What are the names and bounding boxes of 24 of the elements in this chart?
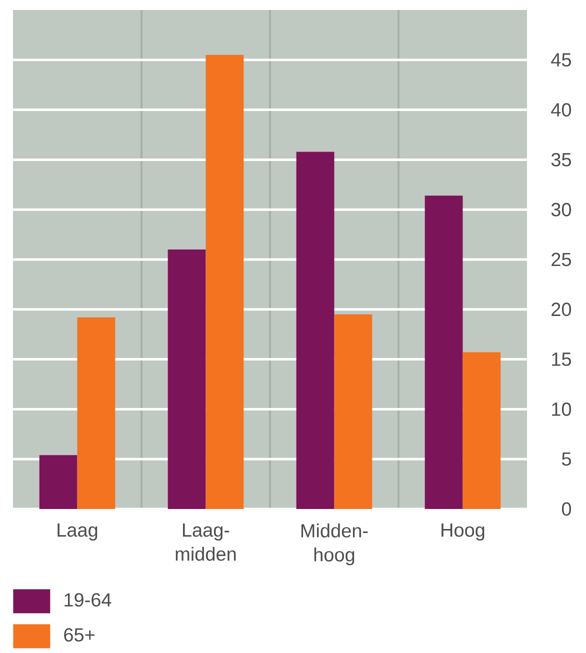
y-tick-label: 30 <box>551 202 572 216</box>
bar <box>206 54 244 509</box>
bar <box>462 352 501 509</box>
bar <box>334 314 372 509</box>
y-tick-label: 0 <box>562 502 572 516</box>
y-tick-label: 25 <box>552 252 571 266</box>
bar <box>77 317 116 509</box>
bar <box>168 250 206 509</box>
legend-label: 19-64 <box>64 593 112 607</box>
x-tick-label: Midden-hoog <box>301 524 368 566</box>
x-tick-label: Hoog <box>442 524 484 541</box>
y-tick-label: 45 <box>551 53 571 67</box>
y-tick-label: 35 <box>551 152 571 166</box>
y-tick-label: 5 <box>562 452 571 466</box>
x-tick-label: Laag <box>58 524 98 541</box>
bar <box>296 152 334 509</box>
y-tick-label: 20 <box>552 302 572 316</box>
legend-label: 65+ <box>64 628 94 642</box>
bar <box>424 196 463 509</box>
x-tick-label: Laag-midden <box>176 524 236 561</box>
y-tick-label: 10 <box>552 402 572 416</box>
bar <box>39 455 78 509</box>
y-tick-label: 15 <box>552 352 571 366</box>
y-tick-label: 40 <box>551 103 572 117</box>
